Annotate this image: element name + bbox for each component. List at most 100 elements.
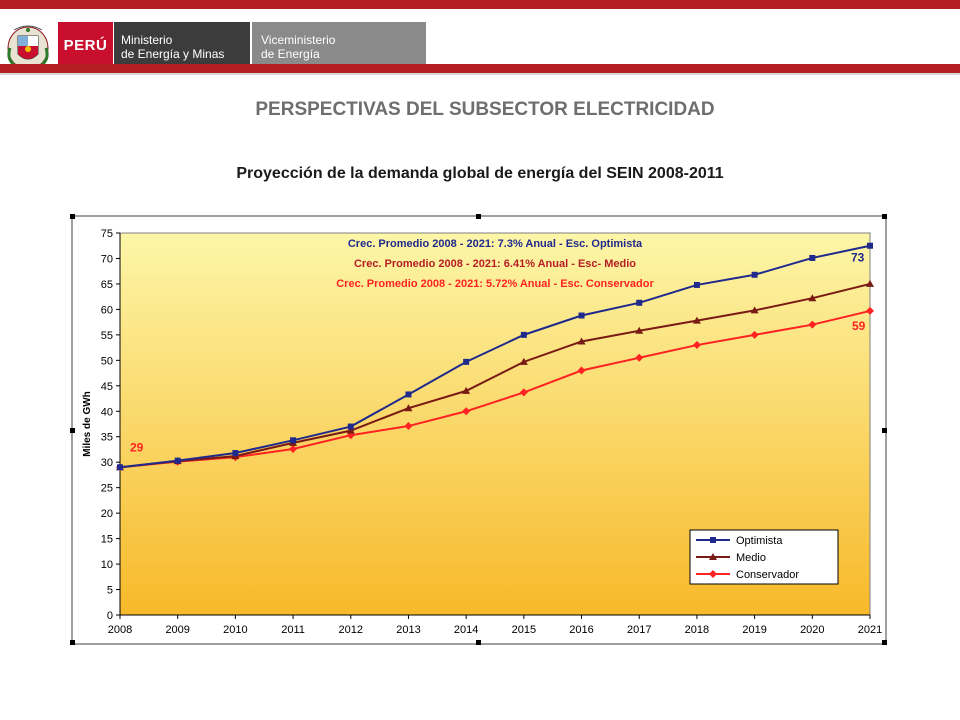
series-line-optimista	[119, 244, 871, 469]
data-point-conservador	[404, 422, 413, 431]
y-axis-label: Miles de GWh	[82, 391, 93, 457]
peru-logo-block: PERÚ	[58, 22, 113, 69]
data-point-conservador	[577, 366, 586, 375]
header-shadow-rule	[0, 73, 960, 75]
growth-annotation: Crec. Promedio 2008 - 2021: 7.3% Anual -…	[348, 238, 643, 250]
x-tick-label: 2019	[742, 624, 766, 636]
x-tick-label: 2013	[396, 624, 420, 636]
legend-label-conservador: Conservador	[736, 569, 799, 581]
selection-handle	[476, 640, 481, 645]
ministry-line-1: Ministerio	[121, 33, 173, 47]
growth-annotation: Crec. Promedio 2008 - 2021: 5.72% Anual …	[336, 278, 654, 290]
data-point-conservador	[866, 306, 874, 315]
legend-marker-conservador	[709, 570, 717, 578]
x-tick-label: 2008	[108, 624, 132, 636]
y-tick-label: 40	[101, 406, 113, 418]
ministry-line-2: de Energía y Minas	[121, 47, 225, 61]
data-point-medio	[808, 294, 817, 302]
series-line-medio	[119, 282, 871, 469]
y-tick-label: 25	[101, 483, 113, 495]
y-tick-label: 15	[101, 534, 113, 546]
data-label: 29	[130, 440, 144, 454]
data-point-medio	[462, 386, 471, 394]
data-point-optimista	[636, 299, 643, 306]
y-tick-label: 75	[101, 228, 113, 240]
chart-title: Proyección de la demanda global de energ…	[236, 165, 724, 182]
data-point-optimista	[867, 242, 873, 249]
legend-marker-medio	[709, 553, 717, 560]
y-tick-label: 55	[101, 330, 113, 342]
y-tick-label: 20	[101, 508, 113, 520]
data-point-medio	[866, 279, 874, 287]
header: PERÚ Ministerio de Energía y Minas Vicem…	[0, 9, 960, 70]
y-tick-label: 60	[101, 304, 113, 316]
data-point-optimista	[751, 271, 758, 278]
data-point-conservador	[692, 341, 701, 350]
y-tick-label: 10	[101, 559, 113, 571]
y-tick-label: 35	[101, 432, 113, 444]
data-point-conservador	[346, 431, 355, 440]
y-tick-label: 70	[101, 253, 113, 265]
legend-marker-optimista	[710, 537, 716, 543]
top-brand-bar	[0, 0, 960, 9]
selection-handle	[70, 640, 75, 645]
data-point-conservador	[289, 444, 298, 453]
data-point-optimista	[463, 358, 470, 365]
data-point-conservador	[635, 353, 644, 362]
data-point-medio	[750, 306, 759, 314]
data-point-medio	[692, 316, 701, 324]
x-tick-label: 2015	[512, 624, 536, 636]
viceministry-line-1: Viceministerio	[261, 33, 336, 47]
selection-handle	[882, 214, 887, 219]
y-tick-label: 50	[101, 355, 113, 367]
y-tick-label: 45	[101, 381, 113, 393]
data-point-optimista	[405, 391, 412, 398]
legend-label-optimista: Optimista	[736, 535, 783, 547]
x-tick-label: 2011	[281, 624, 305, 636]
selection-handle	[476, 214, 481, 219]
growth-annotation: Crec. Promedio 2008 - 2021: 6.41% Anual …	[354, 258, 636, 270]
x-tick-label: 2016	[569, 624, 593, 636]
x-tick-label: 2017	[627, 624, 651, 636]
selection-handle	[882, 428, 887, 433]
data-point-medio	[346, 426, 355, 434]
data-point-optimista	[809, 254, 816, 261]
coat-of-arms-logo	[7, 25, 49, 70]
series-line-conservador	[119, 309, 871, 469]
x-tick-label: 2009	[165, 624, 189, 636]
selection-handle	[70, 214, 75, 219]
data-point-conservador	[750, 330, 759, 339]
x-tick-label: 2021	[858, 624, 882, 636]
data-point-optimista	[174, 457, 181, 464]
viceministry-line-2: de Energía	[261, 47, 320, 61]
header-rule	[0, 64, 960, 73]
data-point-medio	[635, 326, 644, 334]
y-tick-label: 30	[101, 457, 113, 469]
x-tick-label: 2010	[223, 624, 247, 636]
viceministry-logo-block: Viceministerio de Energía	[252, 22, 426, 69]
data-label: 59	[852, 319, 866, 333]
data-point-medio	[404, 404, 413, 412]
x-tick-label: 2020	[800, 624, 824, 636]
data-point-optimista	[232, 450, 239, 457]
y-tick-label: 65	[101, 279, 113, 291]
data-point-optimista	[290, 437, 297, 444]
data-point-conservador	[808, 320, 817, 329]
selection-handle	[882, 640, 887, 645]
selection-handle	[70, 428, 75, 433]
demand-projection-chart: 0 5 10 15 20 25 30 35 40 45 50 55 60 65 70 75 2008 2009 20…	[70, 214, 887, 645]
data-point-medio	[519, 357, 528, 365]
data-point-optimista	[117, 464, 123, 471]
x-tick-label: 2012	[339, 624, 363, 636]
x-tick-label: 2014	[454, 624, 478, 636]
slide-title: PERSPECTIVAS DEL SUBSECTOR ELECTRICIDAD	[255, 99, 715, 120]
x-tick-label: 2018	[685, 624, 709, 636]
data-point-optimista	[578, 312, 585, 319]
y-tick-label: 0	[107, 610, 113, 622]
data-point-optimista	[347, 423, 354, 430]
ministry-logo-block: Ministerio de Energía y Minas	[114, 22, 250, 69]
data-point-medio	[577, 337, 586, 345]
data-label: 73	[851, 251, 865, 265]
data-point-conservador	[519, 388, 528, 397]
y-tick-label: 5	[107, 585, 113, 597]
